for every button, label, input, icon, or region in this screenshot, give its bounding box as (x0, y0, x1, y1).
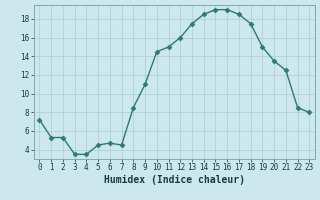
X-axis label: Humidex (Indice chaleur): Humidex (Indice chaleur) (104, 175, 245, 185)
